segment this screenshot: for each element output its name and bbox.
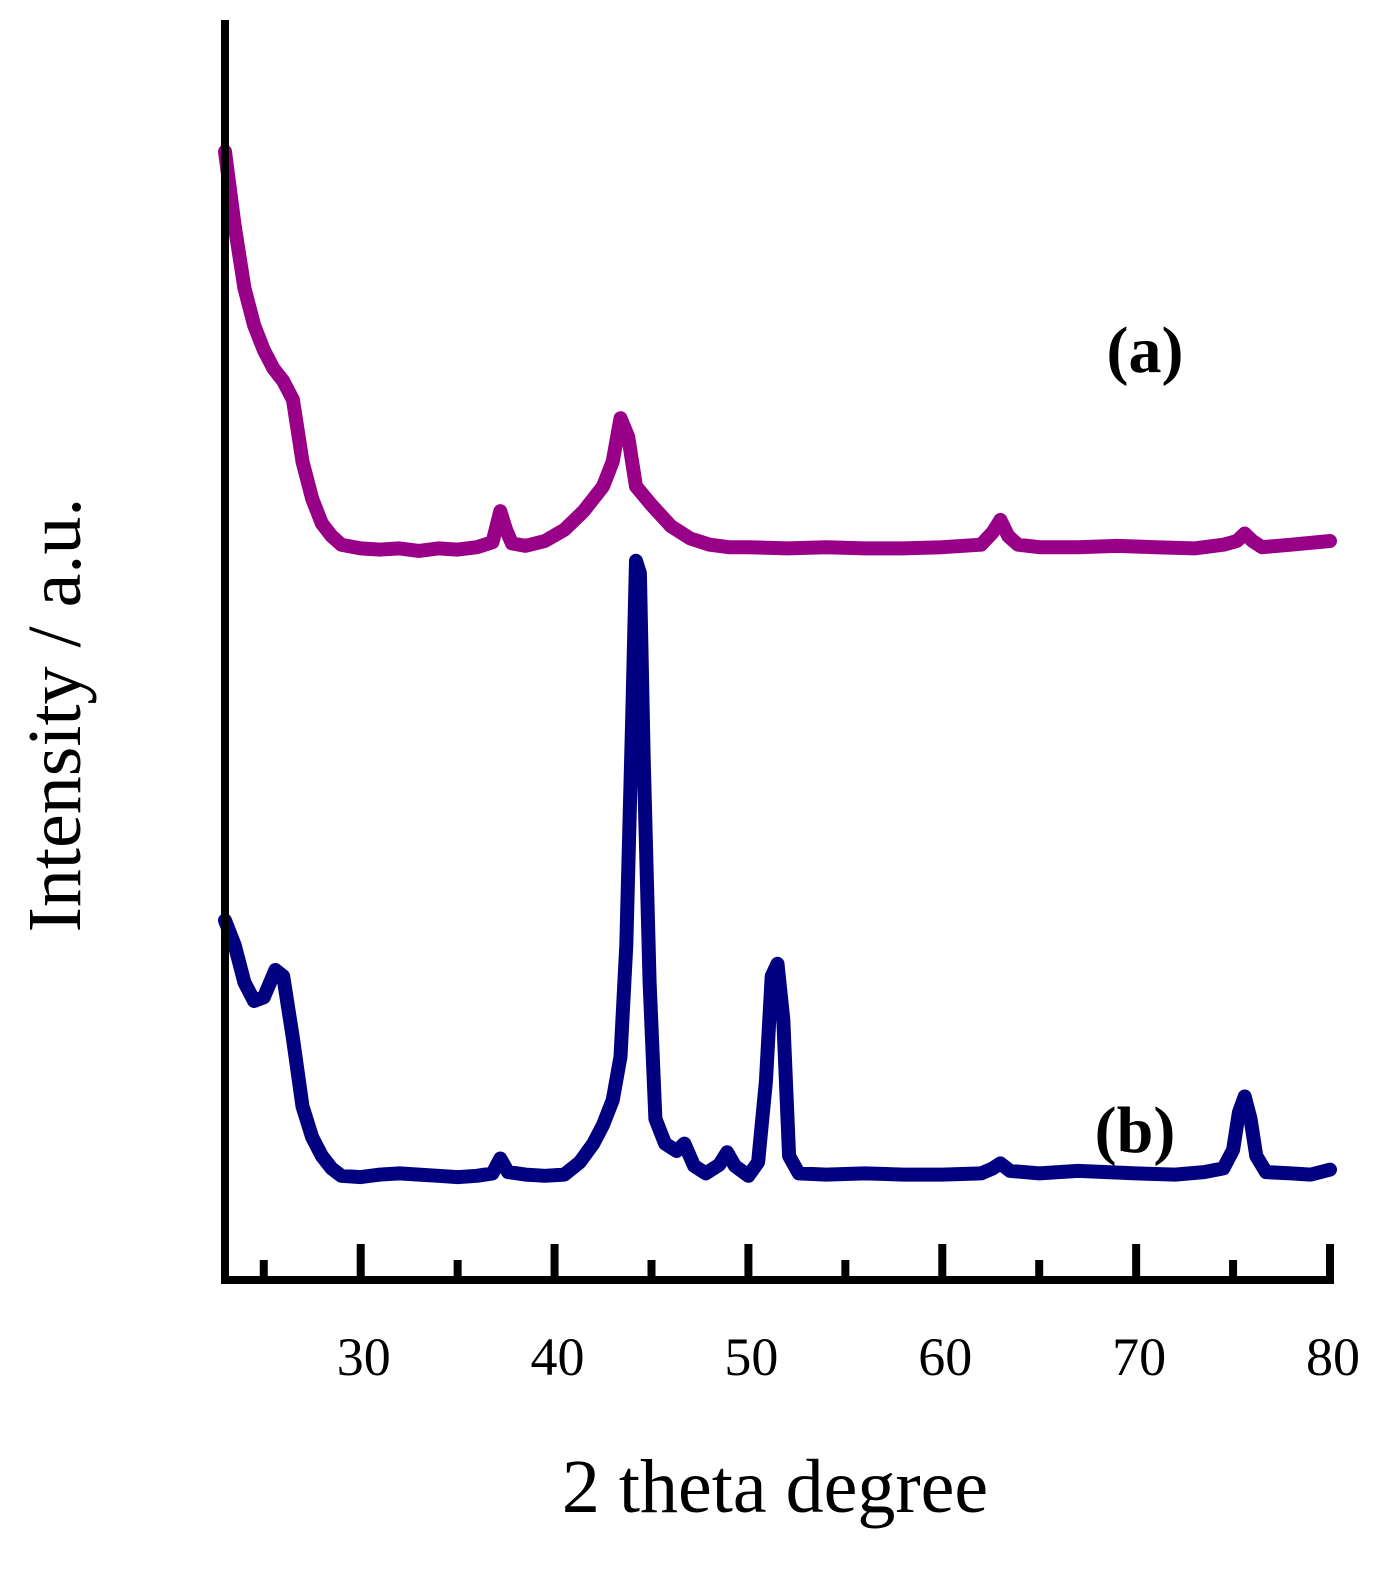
x-tick-label: 50 [724,1327,778,1387]
y-axis-title: Intensity / a.u. [13,498,97,933]
axes-layer [221,20,1334,1284]
series-line-a [218,144,1337,558]
series-label-b: (b) [1095,1094,1176,1167]
series-layer [218,144,1337,1185]
x-tick-label: 60 [918,1327,972,1387]
x-axis-title: 2 theta degree [562,1445,988,1529]
series-label-a: (a) [1107,314,1184,387]
x-tick-label: 80 [1306,1327,1360,1387]
x-tick-label: 70 [1112,1327,1166,1387]
series-labels: (a) (b) [1095,314,1184,1167]
x-ticks: 30 40 50 60 70 80 [259,1244,1360,1387]
x-tick-label: 40 [531,1327,585,1387]
series-line-b [218,553,1337,1185]
x-tick-label: 30 [337,1327,391,1387]
